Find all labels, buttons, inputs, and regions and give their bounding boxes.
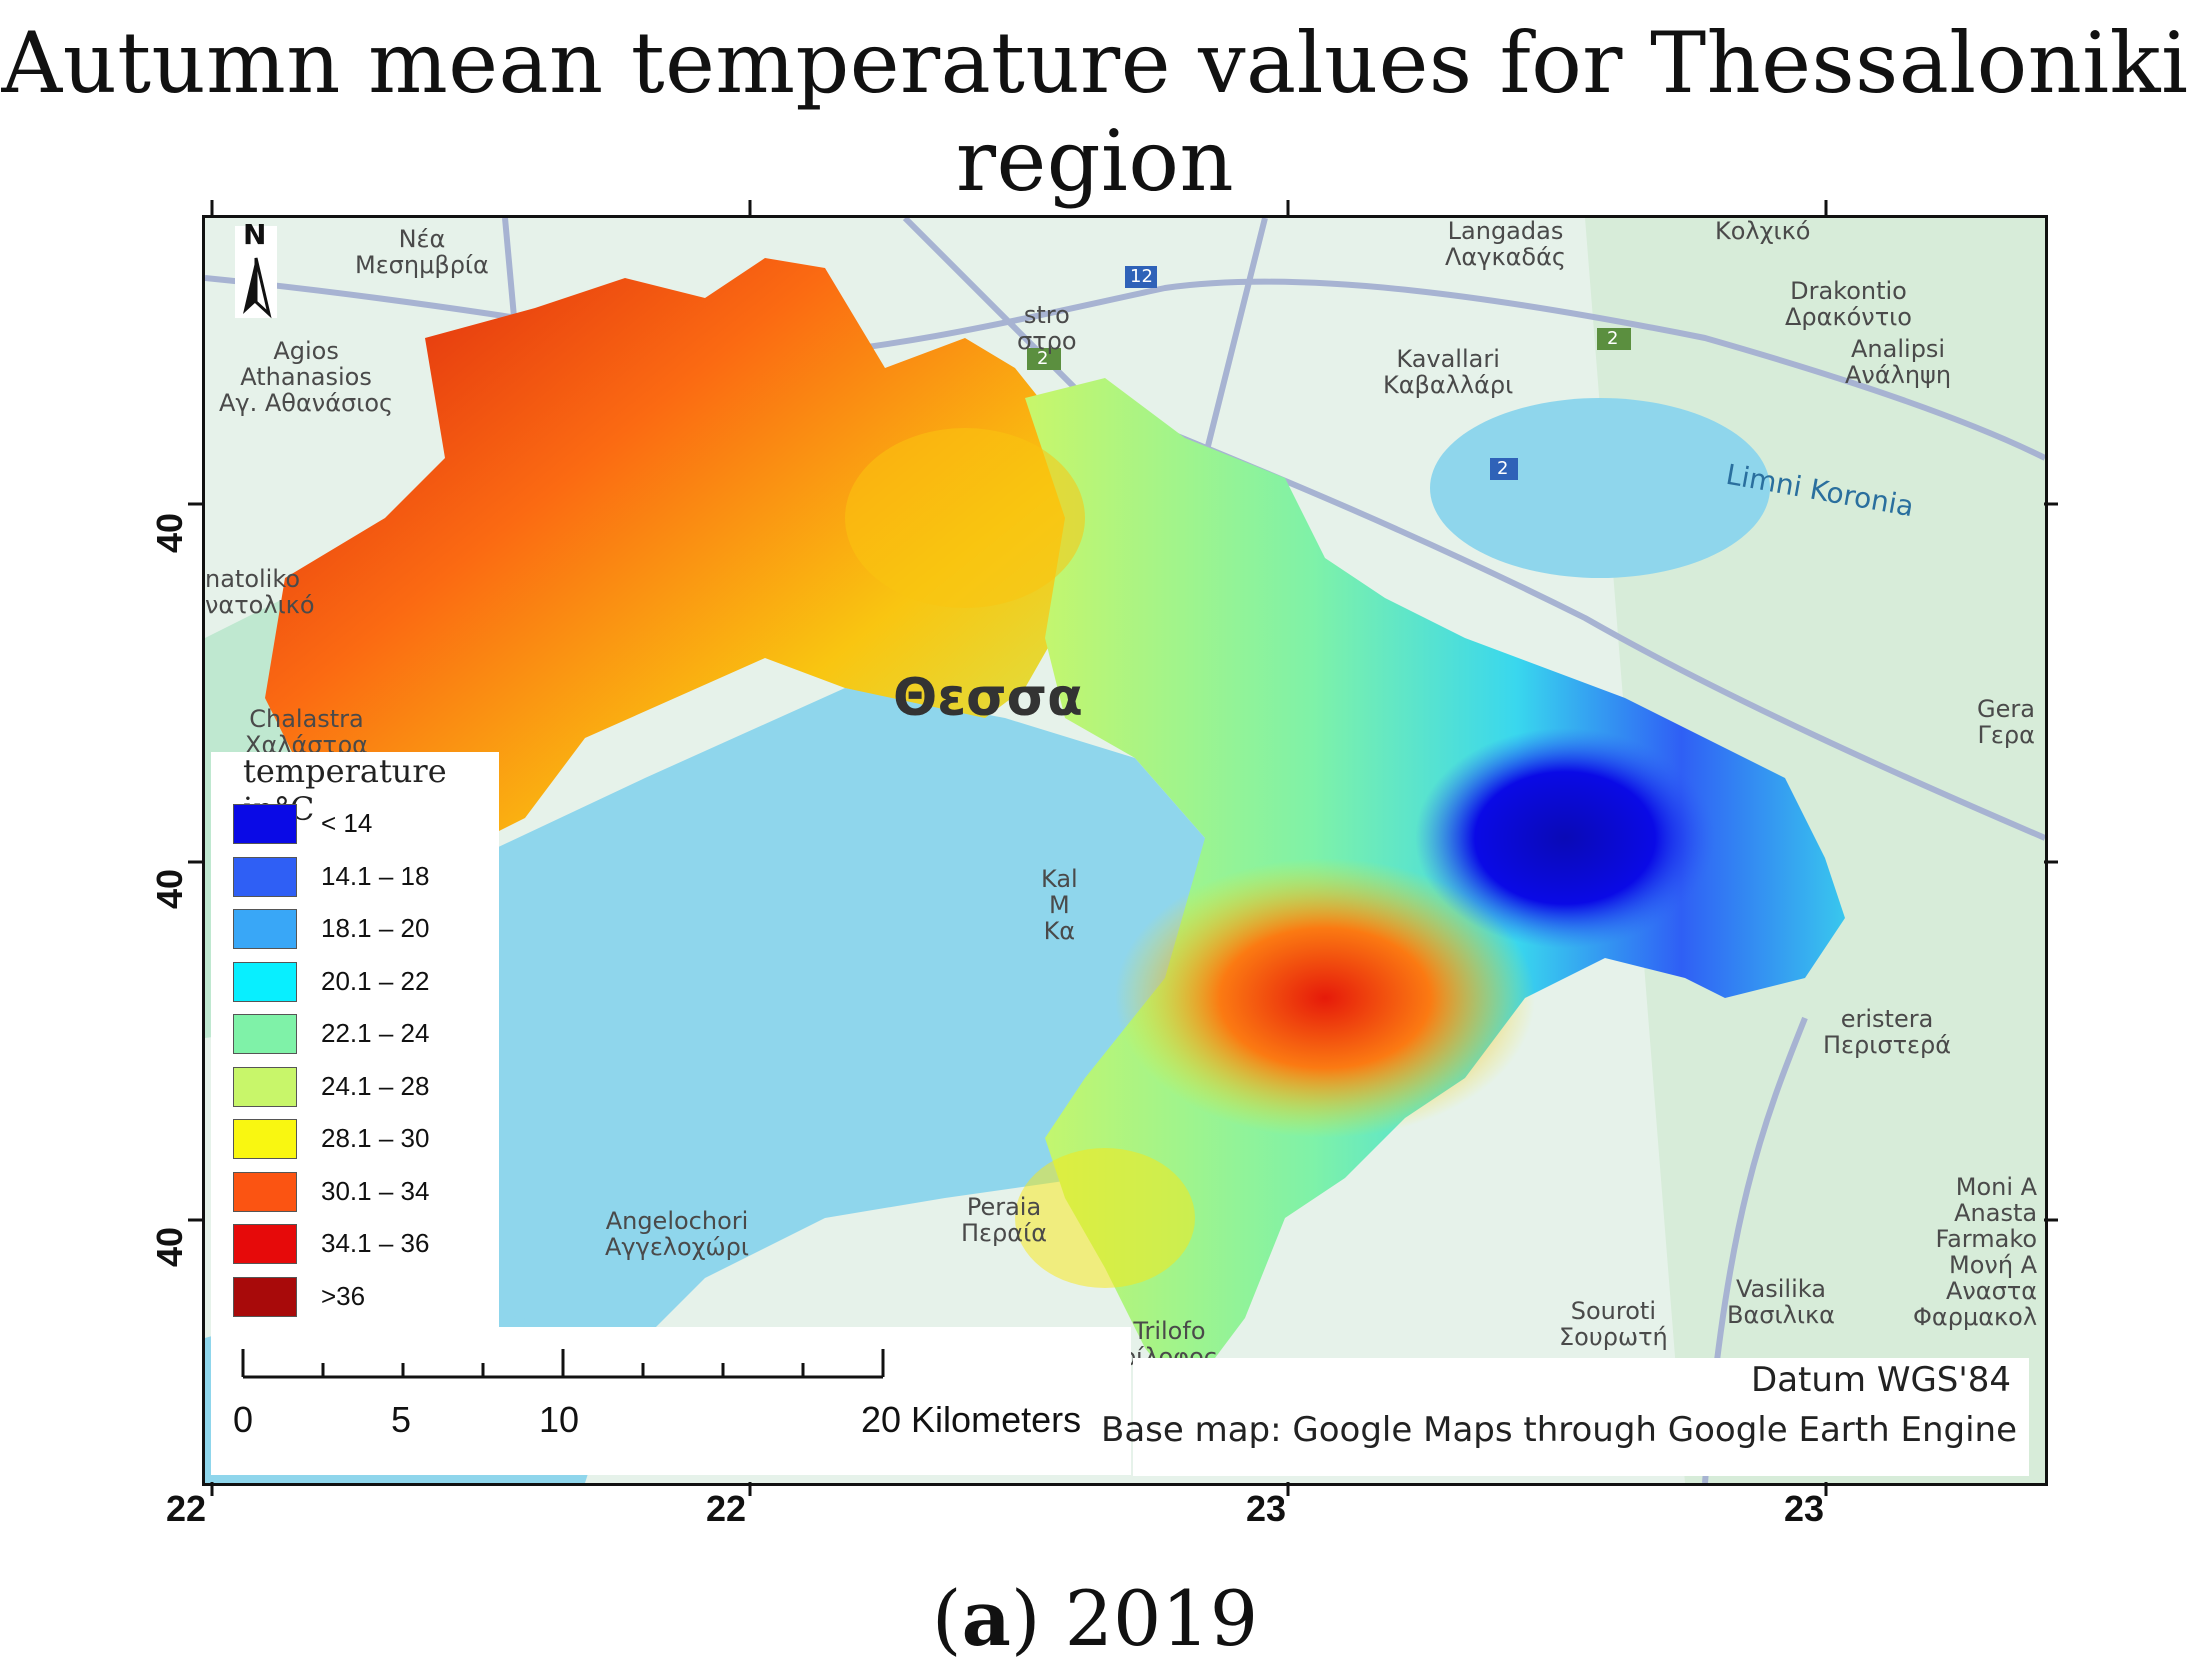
- scale-bar: 0 5 10 20 Kilometers: [211, 1327, 1131, 1475]
- heat-warm-south: [1015, 1148, 1195, 1288]
- x-tick-label-1: 22: [166, 1488, 207, 1529]
- map-credits: Datum WGS'84 Base map: Google Maps throu…: [1101, 1358, 2029, 1476]
- legend-label: 34.1 – 36: [321, 1228, 430, 1258]
- legend-swatch: [233, 1014, 297, 1054]
- legend-swatch: [233, 1066, 297, 1107]
- place-kavallari: Kavallari Καβαλλάρι: [1383, 345, 1514, 399]
- datum-label: Datum WGS'84: [1751, 1360, 2011, 1400]
- y-tick-label-2: 40: [149, 868, 191, 910]
- legend-swatch: [233, 856, 297, 897]
- scale-label-20-km: 20 Kilometers: [861, 1399, 1082, 1440]
- scale-bar-ruler: [241, 1349, 885, 1379]
- road-shield-2-west: [1027, 348, 1061, 370]
- place-analipsi: Analipsi Ανάληψη: [1845, 335, 1952, 389]
- y-tick-label-3: 40: [149, 1226, 191, 1268]
- place-gera: Gera Γερα: [1977, 695, 2035, 749]
- road-shield-2-east: [1597, 328, 1631, 350]
- figure-title: Autumn mean temperature values for Thess…: [1, 14, 2189, 210]
- lake-koronia: [1430, 398, 1770, 578]
- legend-label: 28.1 – 30: [321, 1123, 430, 1153]
- caption-year: 2019: [1064, 1574, 1259, 1663]
- place-anatoliko: natoliko νατολικό: [205, 565, 315, 619]
- basemap-credit: Base map: Google Maps through Google Ear…: [1101, 1410, 2017, 1450]
- road-shield-12: [1125, 266, 1157, 288]
- legend: temperature in°C < 14 14.1 – 18 18.1 – 20 2…: [211, 752, 499, 1327]
- legend-swatch: [233, 804, 297, 844]
- place-vasilika: Vasilika Βασιλικα: [1727, 1275, 1835, 1329]
- caption-letter: a: [961, 1574, 1011, 1663]
- scale-label-10: 10: [539, 1399, 580, 1440]
- figure-caption: (a) 2019: [931, 1574, 1259, 1663]
- road-label-2-west: 2: [1037, 348, 1049, 369]
- y-tick-label-1: 40: [149, 512, 191, 554]
- legend-label: 22.1 – 24: [321, 1018, 430, 1048]
- place-moni: Moni A Anasta Farmako Μονή Α Αναστα Φαρμ…: [1913, 1173, 2038, 1331]
- legend-label: 24.1 – 28: [321, 1070, 430, 1101]
- place-agios-athanasios: Agios Athanasios Αγ. Αθανάσιος: [219, 337, 394, 417]
- legend-swatch: [233, 961, 297, 1002]
- map-canvas: [205, 218, 2045, 1483]
- x-tick-label-4: 23: [1784, 1488, 1825, 1529]
- place-peraia: Peraia Περαία: [961, 1193, 1048, 1247]
- legend-swatch: [233, 1119, 297, 1159]
- place-angelochori: Angelochori Αγγελοχώρι: [605, 1207, 749, 1261]
- heat-hotspot-south: [1115, 858, 1535, 1138]
- place-nea-mesimvria: Νέα Μεσημβρία: [355, 225, 489, 279]
- place-kastro: stro στρο: [1017, 301, 1077, 355]
- heat-warm-center: [845, 428, 1085, 608]
- cold-zone-east: [1415, 728, 1715, 948]
- x-tick-label-3: 23: [1246, 1488, 1287, 1529]
- place-kal: Kal Μ Κα: [1041, 865, 1078, 945]
- place-langadas: Langadas Λαγκαδάς: [1445, 217, 1566, 271]
- north-arrow-label: N: [243, 218, 267, 251]
- legend-swatch: [233, 909, 297, 949]
- legend-swatch: [233, 1224, 297, 1264]
- sea-thermaic-gulf: [465, 688, 1235, 1483]
- place-kolchiko: Κολχικό: [1715, 217, 1811, 245]
- legend-label: 30.1 – 34: [321, 1175, 430, 1206]
- legend-label: 20.1 – 22: [321, 965, 430, 996]
- legend-label: >36: [321, 1280, 366, 1311]
- city-thessaloniki: Θεσσα: [893, 668, 1083, 728]
- legend-title: temperature in°C: [239, 752, 499, 828]
- legend-label: 14.1 – 18: [321, 860, 430, 891]
- legend-label: < 14: [321, 808, 373, 838]
- scale-label-5: 5: [391, 1399, 412, 1440]
- x-tick-label-2: 22: [706, 1488, 747, 1529]
- place-drakontio: Drakontio Δρακόντιο: [1785, 277, 1912, 331]
- road-label-2-mid: 2: [1497, 458, 1509, 479]
- legend-label: 18.1 – 20: [321, 913, 430, 943]
- place-souroti: Souroti Σουρωτή: [1559, 1297, 1668, 1351]
- scale-label-0: 0: [233, 1399, 254, 1440]
- road-label-12: 12: [1130, 266, 1153, 287]
- legend-swatch: [233, 1171, 297, 1212]
- road-label-2-east: 2: [1607, 328, 1619, 349]
- legend-swatch: [233, 1276, 297, 1317]
- north-arrow-icon: [235, 226, 277, 319]
- road-shield-2-mid: [1490, 458, 1518, 480]
- place-peristera: eristera Περιστερά: [1823, 1005, 1952, 1059]
